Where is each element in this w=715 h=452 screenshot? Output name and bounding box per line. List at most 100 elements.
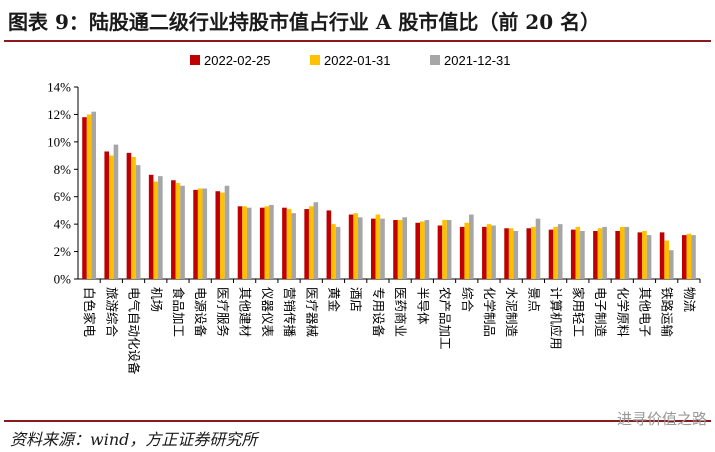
bar-2022-01-31	[486, 224, 492, 279]
y-tick-label: 14%	[47, 80, 71, 95]
x-tick-label: 电源设备	[193, 287, 208, 338]
bar-2022-02-25	[504, 228, 509, 279]
bar-2022-02-25	[482, 226, 487, 279]
x-tick-label: 食品加工	[171, 287, 186, 337]
y-tick-label: 6%	[54, 189, 72, 204]
bar-2021-12-31	[535, 218, 541, 279]
bar-2022-02-25	[659, 232, 665, 279]
x-tick-label: 铁路运输	[660, 287, 675, 338]
bar-2022-02-25	[82, 117, 87, 279]
bar-2022-01-31	[464, 222, 470, 279]
bar-2022-01-31	[353, 213, 358, 279]
chart-legend: 2022-02-25 2022-01-31 2021-12-31	[190, 53, 511, 68]
title-divider	[4, 40, 711, 42]
x-axis-labels: 白色家电 旅游综合 电气自动化设备 机场 食品加工 电源设备 医疗服务 其他建材 仪器仪表 营销传…	[82, 287, 697, 375]
x-tick-label: 其他建材	[238, 287, 253, 337]
legend-label: 2021-12-31	[444, 53, 511, 68]
y-tick-label: 12%	[47, 107, 71, 122]
bar-2022-01-31	[553, 226, 558, 279]
bar-2022-02-25	[126, 152, 132, 279]
bar-2022-01-31	[375, 214, 381, 279]
bar-2021-12-31	[557, 224, 563, 279]
x-tick-label: 机场	[149, 287, 164, 312]
footer-divider	[4, 420, 711, 422]
bar-2022-01-31	[331, 224, 336, 279]
bar-2021-12-31	[513, 231, 519, 279]
bar-2021-12-31	[602, 226, 607, 279]
bar-2021-12-31	[469, 214, 474, 279]
x-tick-label: 家用轻工	[571, 287, 586, 337]
bar-2022-01-31	[420, 221, 425, 279]
bar-2021-12-31	[291, 213, 296, 279]
y-tick-label: 0%	[54, 272, 72, 287]
x-tick-label: 电子制造	[593, 287, 608, 338]
bar-2022-02-25	[304, 209, 309, 279]
bar-2022-01-31	[575, 226, 581, 279]
y-tick-label: 4%	[54, 217, 72, 232]
bar-2022-01-31	[531, 226, 536, 279]
bar-2021-12-31	[269, 204, 274, 279]
x-tick-label: 仪器仪表	[260, 287, 275, 338]
bar-2022-02-25	[393, 220, 398, 279]
bar-2022-02-25	[104, 151, 110, 279]
bar-2022-01-31	[86, 114, 92, 280]
bar-2022-01-31	[308, 206, 314, 279]
bar-2022-02-25	[193, 189, 198, 279]
bar-2022-02-25	[459, 226, 465, 279]
y-tick-label: 2%	[54, 244, 72, 259]
bar-2022-02-25	[215, 191, 221, 279]
legend-swatch	[430, 55, 440, 65]
x-tick-label: 酒店	[349, 287, 364, 312]
source-note: 资料来源：wind，方正证券研究所	[10, 430, 258, 449]
bar-2022-01-31	[131, 156, 136, 279]
bar-2022-01-31	[642, 231, 647, 279]
bar-2021-12-31	[335, 226, 341, 279]
bar-2022-02-25	[259, 207, 265, 279]
bar-2021-12-31	[424, 220, 430, 279]
x-tick-label: 计算机应用	[549, 287, 564, 350]
x-tick-label: 化学原料	[615, 287, 630, 338]
bar-2022-02-25	[681, 235, 687, 279]
bar-2022-01-31	[397, 220, 403, 279]
bar-2021-12-31	[91, 111, 97, 279]
x-tick-label: 物流	[682, 287, 697, 313]
bar-2022-01-31	[264, 206, 270, 279]
bar-2021-12-31	[313, 202, 319, 279]
x-tick-label: 综合	[460, 287, 475, 313]
bar-2021-12-31	[646, 235, 652, 279]
x-tick-label: 黄金	[326, 287, 341, 313]
x-tick-label: 化学制品	[482, 287, 497, 337]
bar-2021-12-31	[202, 188, 208, 279]
bar-2021-12-31	[113, 144, 119, 279]
x-tick-label: 农产品加工	[438, 287, 453, 350]
bar-2021-12-31	[135, 165, 141, 279]
bar-2021-12-31	[224, 185, 230, 279]
chart-title: 图表 9：陆股通二级行业持股市值占行业 A 股市值比（前 20 名）	[8, 10, 601, 34]
bar-2022-01-31	[109, 155, 114, 279]
bar-2022-01-31	[508, 228, 514, 279]
x-tick-label: 医疗服务	[215, 287, 230, 337]
bar-2022-02-25	[637, 232, 643, 279]
x-tick-label: 白色家电	[82, 287, 97, 338]
bar-2022-01-31	[175, 183, 181, 279]
bar-2022-02-25	[415, 222, 421, 279]
bar-2021-12-31	[624, 226, 630, 279]
bar-2022-01-31	[619, 226, 625, 279]
bar-2022-01-31	[664, 240, 669, 279]
x-tick-label: 水泥制造	[504, 287, 519, 338]
bar-2022-02-25	[548, 229, 554, 279]
bar-2022-02-25	[237, 206, 243, 279]
bar-2022-01-31	[597, 228, 603, 279]
x-tick-label: 旅游综合	[104, 287, 119, 338]
bar-2021-12-31	[668, 250, 674, 279]
legend-label: 2022-01-31	[324, 53, 391, 68]
bar-2022-02-25	[570, 229, 576, 279]
bar-2022-01-31	[153, 181, 159, 279]
x-tick-label: 营销传播	[282, 287, 297, 338]
x-tick-label: 半导体	[415, 287, 430, 325]
bar-2022-02-25	[593, 231, 598, 279]
bar-2022-01-31	[286, 209, 292, 279]
bar-2022-02-25	[437, 225, 443, 279]
x-tick-label: 电气自动化设备	[127, 287, 142, 375]
bar-2022-01-31	[686, 233, 692, 279]
